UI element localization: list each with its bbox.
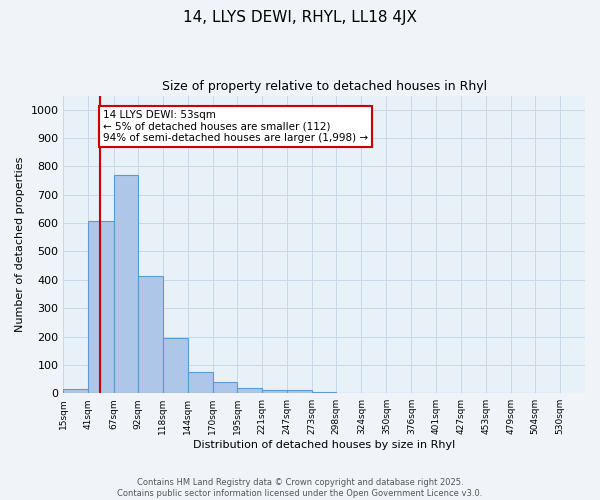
Bar	[312, 392, 336, 393]
Bar	[188, 372, 213, 393]
Bar	[64, 389, 88, 393]
Text: Contains HM Land Registry data © Crown copyright and database right 2025.
Contai: Contains HM Land Registry data © Crown c…	[118, 478, 482, 498]
Text: 14 LLYS DEWI: 53sqm
← 5% of detached houses are smaller (112)
94% of semi-detach: 14 LLYS DEWI: 53sqm ← 5% of detached hou…	[103, 110, 368, 143]
Text: 14, LLYS DEWI, RHYL, LL18 4JX: 14, LLYS DEWI, RHYL, LL18 4JX	[183, 10, 417, 25]
Bar	[163, 338, 188, 393]
Bar	[237, 388, 262, 393]
Bar	[88, 221, 113, 393]
Bar	[213, 382, 237, 393]
Bar	[287, 390, 312, 393]
Title: Size of property relative to detached houses in Rhyl: Size of property relative to detached ho…	[161, 80, 487, 93]
X-axis label: Distribution of detached houses by size in Rhyl: Distribution of detached houses by size …	[193, 440, 455, 450]
Bar	[262, 390, 287, 393]
Y-axis label: Number of detached properties: Number of detached properties	[15, 156, 25, 332]
Bar	[137, 276, 163, 393]
Bar	[113, 175, 137, 393]
